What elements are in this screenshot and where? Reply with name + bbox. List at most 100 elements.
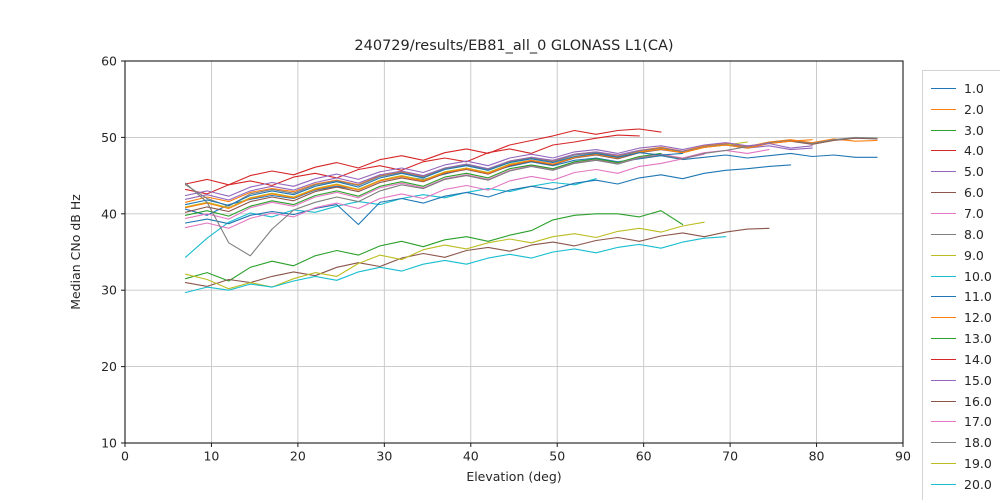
legend-item-13.0: 13.0: [923, 328, 1000, 349]
legend-item-2.0: 2.0: [923, 99, 1000, 120]
series-line-13.0: [184, 152, 662, 217]
series-line-1.0: [184, 152, 878, 216]
legend-line-swatch: [931, 171, 956, 173]
legend-line-swatch: [931, 254, 956, 256]
legend-line-swatch: [931, 212, 956, 214]
legend-item-4.0: 4.0: [923, 141, 1000, 162]
legend-label: 5.0: [964, 164, 984, 180]
legend-label: 10.0: [964, 268, 992, 284]
legend-item-12.0: 12.0: [923, 307, 1000, 328]
legend-line-swatch: [931, 483, 956, 485]
legend-item-18.0: 18.0: [923, 432, 1000, 453]
legend-label: 14.0: [964, 351, 992, 367]
y-tick-label: 30: [101, 283, 117, 298]
legend-line-swatch: [931, 400, 956, 402]
legend-label: 4.0: [964, 143, 984, 159]
x-tick-label: 30: [376, 449, 392, 464]
x-tick-label: 20: [290, 449, 306, 464]
legend-line-swatch: [931, 150, 956, 152]
series-line-12.0: [184, 139, 813, 210]
x-tick-label: 60: [636, 449, 652, 464]
series-line-16.0: [184, 227, 770, 287]
grid-layer: [124, 60, 904, 444]
y-tick-label: 50: [101, 130, 117, 145]
legend-item-16.0: 16.0: [923, 391, 1000, 412]
legend-label: 11.0: [964, 289, 992, 305]
legend-item-5.0: 5.0: [923, 161, 1000, 182]
legend-line-swatch: [931, 463, 956, 465]
legend-item-21.0: 21.0: [923, 495, 1000, 500]
legend-line-swatch: [931, 442, 956, 444]
legend-item-10.0: 10.0: [923, 266, 1000, 287]
legend-label: 12.0: [964, 310, 992, 326]
legend-item-11.0: 11.0: [923, 286, 1000, 307]
series-line-3.0: [184, 210, 684, 282]
legend-label: 20.0: [964, 476, 992, 492]
legend-item-17.0: 17.0: [923, 412, 1000, 433]
legend-label: 7.0: [964, 205, 984, 221]
legend-label: 19.0: [964, 456, 992, 472]
legend-line-swatch: [931, 108, 956, 110]
legend-label: 9.0: [964, 247, 984, 263]
legend-line-swatch: [931, 233, 956, 235]
legend-item-14.0: 14.0: [923, 349, 1000, 370]
x-tick-label: 50: [549, 449, 565, 464]
legend-label: 13.0: [964, 331, 992, 347]
legend-line-swatch: [931, 379, 956, 381]
legend-label: 8.0: [964, 226, 984, 242]
legend-item-6.0: 6.0: [923, 182, 1000, 203]
legend-item-9.0: 9.0: [923, 245, 1000, 266]
series-line-7.0: [184, 149, 770, 220]
legend-line-swatch: [931, 192, 956, 194]
legend-item-3.0: 3.0: [923, 120, 1000, 141]
legend-line-swatch: [931, 358, 956, 360]
x-tick-label: 40: [463, 449, 479, 464]
legend-item-1.0: 1.0: [923, 78, 1000, 99]
legend-label: 16.0: [964, 393, 992, 409]
series-line-15.0: [184, 142, 813, 197]
y-tick-label: 10: [101, 436, 117, 451]
plot-border: [124, 60, 904, 444]
legend-label: 2.0: [964, 101, 984, 117]
series-line-11.0: [184, 164, 792, 226]
legend-item-20.0: 20.0: [923, 474, 1000, 495]
series-line-21.0: [184, 152, 684, 206]
legend-label: 15.0: [964, 372, 992, 388]
x-tick-label: 70: [722, 449, 738, 464]
series-line-4.0: [184, 134, 640, 195]
chart-title: 240729/results/EB81_all_0 GLONASS L1(CA): [354, 38, 673, 54]
series-line-18.0: [184, 146, 748, 257]
x-tick-label: 10: [203, 449, 219, 464]
legend-line-swatch: [931, 338, 956, 340]
legend-line-swatch: [931, 421, 956, 423]
y-axis-label: Median CNo dB Hz: [68, 194, 83, 310]
series-line-14.0: [184, 128, 662, 186]
axes-layer: 0 10 20 30 40 50 60 70 80 90 10 20 30 40 50 60: [101, 54, 911, 464]
legend-item-19.0: 19.0: [923, 453, 1000, 474]
series-line-17.0: [184, 153, 705, 229]
x-tick-label: 80: [809, 449, 825, 464]
legend-line-swatch: [931, 129, 956, 131]
legend-line-swatch: [931, 317, 956, 319]
legend-label: 21.0: [964, 498, 992, 500]
legend-label: 18.0: [964, 435, 992, 451]
y-tick-label: 20: [101, 359, 117, 374]
series-line-20.0: [184, 236, 727, 294]
x-tick-label: 90: [895, 449, 911, 464]
series-line-10.0: [184, 178, 597, 258]
legend-line-swatch: [931, 275, 956, 277]
series-layer: [184, 128, 878, 294]
legend-item-7.0: 7.0: [923, 203, 1000, 224]
legend: 1.0 2.0 3.0 4.0 5.0 6.0 7.0 8.0 9.0 10.0 11.0 12.0 1…: [922, 70, 1000, 500]
legend-label: 1.0: [964, 80, 984, 96]
legend-label: 6.0: [964, 185, 984, 201]
y-tick-label: 40: [101, 206, 117, 221]
y-tick-label: 60: [101, 54, 117, 69]
legend-label: 3.0: [964, 122, 984, 138]
legend-item-15.0: 15.0: [923, 370, 1000, 391]
x-axis-label: Elevation (deg): [466, 469, 561, 484]
legend-item-8.0: 8.0: [923, 224, 1000, 245]
legend-line-swatch: [931, 87, 956, 89]
